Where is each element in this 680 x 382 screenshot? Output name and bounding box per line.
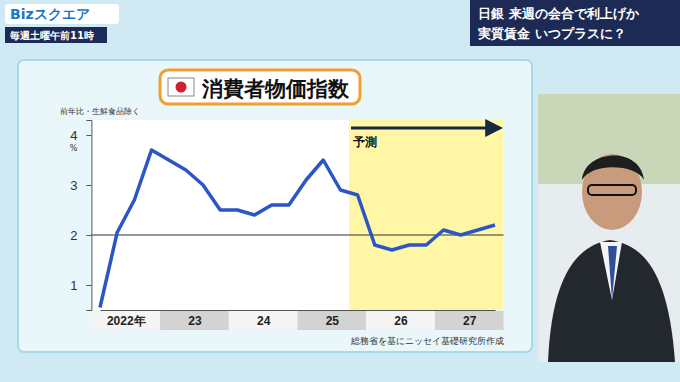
year-strip — [91, 311, 503, 330]
x-tick: 25 — [326, 314, 340, 328]
x-tick: 2022年 — [107, 314, 146, 328]
presenter-suit — [548, 240, 675, 362]
annotation: 予測 — [352, 135, 377, 149]
logo-box — [5, 4, 119, 24]
year-band — [298, 311, 367, 330]
source: 総務省を基にニッセイ基礎研究所作成 — [350, 336, 504, 346]
presenter-glasses — [588, 185, 636, 195]
y-tick-mark — [86, 285, 91, 286]
canvas: Bizスクエア毎週土曜午前11時 日銀 来週の会合で利上げか実質賃金 いつプラスに… — [0, 0, 680, 382]
y-tick-label: 3 — [70, 178, 77, 193]
title-box — [160, 70, 360, 104]
year-band — [366, 311, 435, 330]
y-tick-mark — [86, 135, 91, 136]
presenter-hair — [582, 156, 644, 180]
y-tick-label: 1 — [70, 278, 77, 293]
flag — [168, 78, 194, 96]
x-tick-label: 23 — [188, 314, 202, 328]
reference-line — [91, 234, 503, 235]
x-tick: 23 — [188, 314, 202, 328]
y-tick-label: 2 — [70, 228, 77, 243]
x-tick: 24 — [257, 314, 271, 328]
schedule-box — [5, 27, 107, 43]
logo: Bizスクエア — [10, 6, 90, 22]
headline: 日銀 来週の会合で利上げか — [478, 6, 640, 21]
x-tick-label: 25 — [326, 314, 340, 328]
chart-title: 消費者物価指数 — [201, 77, 350, 101]
marks — [100, 150, 495, 308]
forecast-arrow — [351, 127, 500, 130]
x-tick-label: 2022年 — [107, 314, 146, 328]
plot-area — [91, 120, 503, 310]
y-tick: 4 — [70, 128, 91, 143]
presenter-tie — [608, 246, 617, 300]
y-tick-label: 4 — [70, 128, 77, 143]
y-unit: % — [70, 144, 78, 153]
y-tick-mark — [86, 235, 91, 236]
headline-box — [470, 0, 680, 46]
x-tick-label: 26 — [394, 314, 408, 328]
y-tick-mark — [86, 185, 91, 186]
x-tick-label: 24 — [257, 314, 271, 328]
headline: 実質賃金 いつプラスに？ — [477, 26, 626, 41]
y-axis-line — [86, 121, 92, 311]
x-tick: 27 — [463, 314, 477, 328]
y-label: 前年比・生鮮食品除く — [60, 107, 140, 116]
x-tick-label: 27 — [463, 314, 477, 328]
chart-panel — [18, 60, 532, 352]
flag-disc — [176, 82, 187, 93]
year-band — [435, 311, 504, 330]
y-tick: 1 — [70, 278, 91, 293]
x-tick: 26 — [394, 314, 408, 328]
presenter-shirt — [600, 242, 622, 300]
year-band — [229, 311, 298, 330]
x-axis: 2022年 23 24 25 26 27 — [101, 311, 496, 328]
y-tick: 2 — [70, 228, 91, 243]
forecast-shade — [349, 120, 504, 310]
year-band — [160, 311, 229, 330]
cpi-line — [100, 150, 495, 308]
y-axis: 1 2 3 4 — [70, 121, 92, 311]
y-tick: 3 — [70, 178, 91, 193]
x-axis-line — [101, 310, 496, 311]
schedule: 毎週土曜午前11時 — [9, 30, 94, 41]
year-band — [91, 311, 160, 330]
presenter-panel — [538, 94, 680, 362]
background — [0, 0, 680, 382]
